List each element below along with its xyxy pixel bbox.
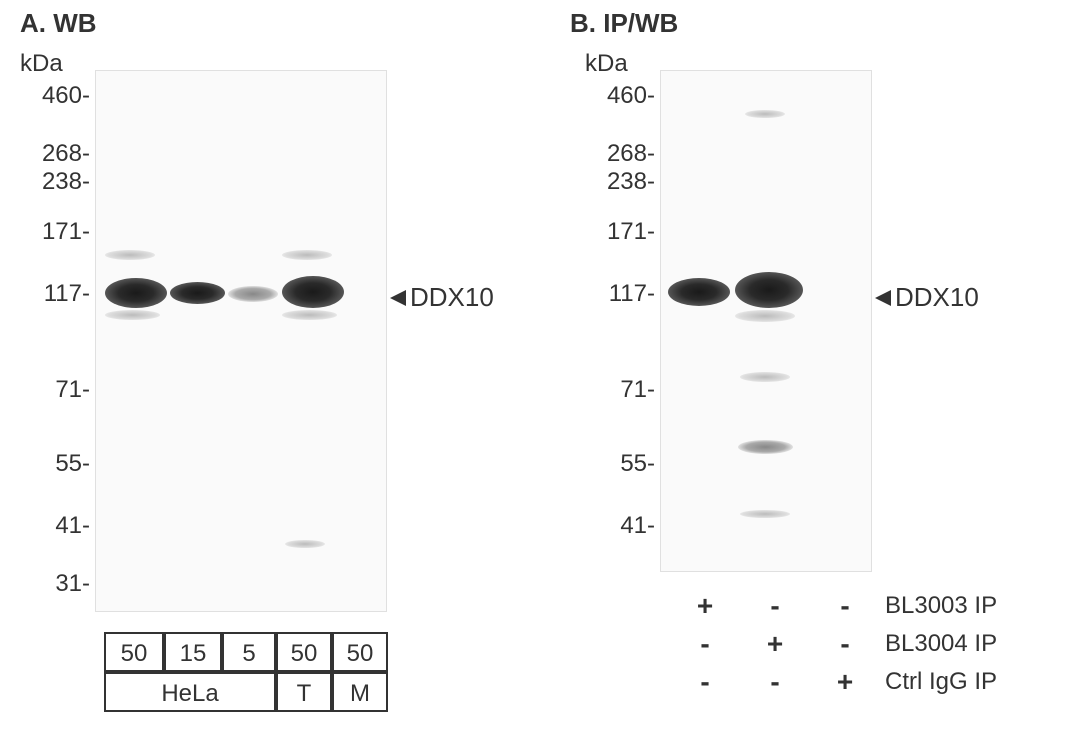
panel-a-arrow-text: DDX10 [410,282,494,313]
ip-row-label: BL3004 IP [885,630,997,658]
marker-label: 71- [575,376,655,404]
marker-label: 55- [575,450,655,478]
blot-band [738,440,793,454]
blot-band [285,540,325,548]
panel-a-arrow: DDX10 [390,282,494,313]
blot-band [105,250,155,260]
blot-band [105,278,167,308]
panel-a-title: A. WB [20,8,97,39]
panel-b-arrow: DDX10 [875,282,979,313]
lane-label: 50 [334,640,386,668]
marker-label: 238- [10,168,90,196]
ip-sign: - [830,628,860,660]
marker-label: 460- [575,82,655,110]
ip-sign: + [830,666,860,698]
lane-box: M [332,672,388,712]
panel-b-arrow-text: DDX10 [895,282,979,313]
marker-label: 268- [10,140,90,168]
lane-box: 15 [164,632,222,672]
lane-label: M [334,680,386,708]
lane-label: HeLa [106,680,274,708]
panel-b-title: B. IP/WB [570,8,678,39]
marker-label: 238- [575,168,655,196]
marker-label: 41- [10,512,90,540]
blot-band [282,276,344,308]
ip-sign: + [690,590,720,622]
lane-box: 50 [104,632,164,672]
blot-band [745,110,785,118]
lane-box: 50 [332,632,388,672]
marker-label: 55- [10,450,90,478]
ip-row-label: Ctrl IgG IP [885,668,997,696]
lane-label: 5 [224,640,274,668]
blot-band [170,282,225,304]
panel-a-blot [95,70,387,612]
lane-label: 15 [166,640,220,668]
blot-band [735,310,795,322]
lane-label: 50 [278,640,330,668]
lane-box: 50 [276,632,332,672]
panel-b-kda: kDa [585,50,628,78]
marker-label: 268- [575,140,655,168]
marker-label: 31- [10,570,90,598]
arrow-left-icon [390,290,406,306]
blot-band [740,372,790,382]
marker-label: 41- [575,512,655,540]
blot-band [735,272,803,308]
blot-band [740,510,790,518]
ip-sign: - [690,666,720,698]
marker-label: 171- [10,218,90,246]
marker-label: 460- [10,82,90,110]
ip-sign: - [760,590,790,622]
ip-sign: - [830,590,860,622]
arrow-left-icon [875,290,891,306]
ip-sign: - [690,628,720,660]
ip-sign: - [760,666,790,698]
blot-band [668,278,730,306]
ip-row-label: BL3003 IP [885,592,997,620]
blot-band [105,310,160,320]
blot-band [282,310,337,320]
panel-a-kda: kDa [20,50,63,78]
lane-box: T [276,672,332,712]
lane-label: T [278,680,330,708]
marker-label: 71- [10,376,90,404]
marker-label: 171- [575,218,655,246]
blot-band [282,250,332,260]
lane-label: 50 [106,640,162,668]
marker-label: 117- [10,280,90,308]
blot-band [228,286,278,302]
lane-box: 5 [222,632,276,672]
ip-sign: + [760,628,790,660]
marker-label: 117- [575,280,655,308]
lane-box: HeLa [104,672,276,712]
